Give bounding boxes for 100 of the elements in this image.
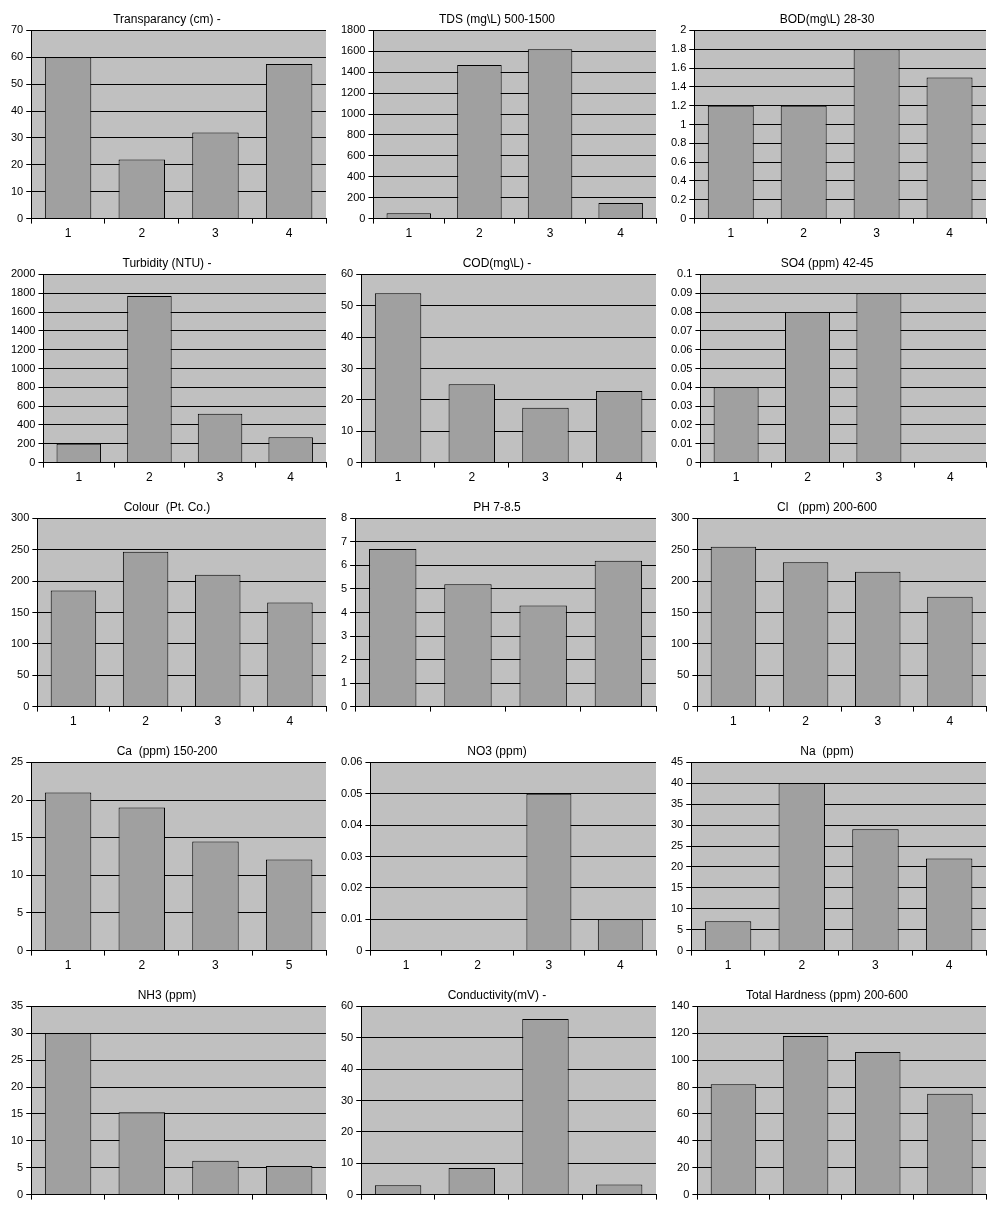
y-tick-label: 1600	[10, 305, 36, 318]
y-tick-label: 2	[680, 23, 687, 36]
y-tick-label: 20	[340, 392, 354, 405]
y-tick-label: 20	[10, 1080, 24, 1093]
y-tick-label: 0.8	[670, 136, 687, 149]
y-tick-label: 50	[340, 298, 354, 311]
y-tick-label: 300	[670, 511, 690, 524]
y-tick-label: 250	[10, 542, 30, 555]
y-tick-label: 0.06	[670, 342, 693, 355]
y-tick-label: 0	[17, 1187, 24, 1200]
y-tick-label: 200	[17, 436, 36, 449]
y-tick-label: 0	[23, 699, 30, 712]
y-tick-label: 1000	[10, 361, 36, 374]
y-tick-label: 35	[670, 797, 684, 810]
x-tick-label: 3	[875, 470, 883, 485]
y-tick-label: 400	[17, 417, 36, 430]
y-tick-label: 120	[670, 1026, 690, 1039]
x-tick-label: 1	[732, 470, 740, 485]
y-tick-label: 1.8	[670, 42, 687, 55]
y-tick-label: 0	[680, 211, 687, 224]
x-tick-label: 1	[64, 958, 72, 973]
x-tick-label: 4	[946, 714, 954, 729]
x-tick-label: 3	[874, 714, 882, 729]
y-tick-label: 1800	[340, 23, 366, 36]
y-tick-label: 1.2	[670, 98, 687, 111]
y-tick-label: 25	[10, 755, 24, 768]
y-tick-label: 0	[356, 943, 363, 956]
x-tick-label: 4	[286, 714, 294, 729]
y-tick-label: 200	[670, 574, 690, 587]
chart-title: COD(mg\L) -	[462, 255, 532, 270]
x-tick-label: 3	[214, 714, 222, 729]
y-tick-label: 2	[340, 652, 348, 665]
y-tick-label: 0.02	[670, 417, 693, 430]
y-tick-label: 40	[10, 104, 24, 117]
x-tick-label: 2	[800, 226, 808, 241]
y-tick-label: 60	[10, 50, 24, 63]
y-tick-label: 1000	[340, 107, 366, 120]
y-tick-label: 0.03	[670, 399, 693, 412]
y-tick-label: 25	[10, 1053, 24, 1066]
y-tick-label: 80	[677, 1080, 690, 1093]
y-tick-label: 15	[10, 830, 24, 843]
y-tick-label: 50	[17, 668, 30, 681]
y-tick-label: 1400	[340, 65, 366, 78]
y-tick-label: 10	[670, 901, 684, 914]
y-tick-label: 30	[10, 1026, 24, 1039]
x-tick-label: 4	[945, 958, 953, 973]
y-tick-label: 0	[683, 699, 690, 712]
y-tick-label: 5	[17, 1160, 24, 1173]
y-tick-label: 20	[340, 1124, 354, 1137]
x-tick-label: 2	[474, 958, 482, 973]
y-tick-label: 1800	[10, 286, 36, 299]
y-tick-label: 0.04	[670, 380, 693, 393]
y-tick-label: 300	[10, 511, 30, 524]
y-tick-label: 8	[340, 511, 348, 524]
y-tick-label: 0	[359, 211, 366, 224]
chart-title: NO3 (ppm)	[467, 743, 527, 758]
y-tick-label: 0.1	[677, 267, 693, 280]
y-tick-label: 0.08	[670, 305, 693, 318]
y-tick-label: 0	[683, 1187, 690, 1200]
y-tick-label: 0	[686, 455, 693, 468]
y-tick-label: 1400	[10, 323, 36, 336]
y-tick-label: 0	[347, 455, 354, 468]
y-tick-label: 40	[670, 776, 684, 789]
y-tick-label: 4	[340, 605, 348, 618]
x-tick-label: 1	[64, 226, 72, 241]
chart-title: Colour (Pt. Co.)	[123, 499, 211, 514]
y-tick-label: 0.4	[670, 173, 687, 186]
x-tick-label: 3	[216, 470, 224, 485]
y-tick-label: 25	[670, 839, 684, 852]
chart-title: Na (ppm)	[800, 743, 854, 758]
y-tick-label: 1	[680, 117, 687, 130]
x-tick-label: 2	[802, 714, 810, 729]
x-tick-label: 2	[138, 958, 146, 973]
y-tick-label: 0	[347, 1187, 354, 1200]
y-tick-label: 50	[340, 1030, 354, 1043]
y-tick-label: 0.03	[340, 849, 363, 862]
y-tick-label: 10	[340, 424, 354, 437]
y-tick-label: 800	[347, 127, 366, 140]
x-tick-label: 2	[138, 226, 146, 241]
x-tick-label: 1	[727, 226, 735, 241]
x-tick-label: 3	[546, 226, 554, 241]
y-tick-label: 5	[677, 922, 684, 935]
y-tick-label: 50	[10, 77, 24, 90]
x-tick-label: 4	[617, 226, 625, 241]
y-tick-label: 10	[340, 1156, 354, 1169]
y-tick-label: 10	[10, 1133, 24, 1146]
y-tick-label: 1600	[340, 44, 366, 57]
chart-title: NH3 (ppm)	[137, 987, 197, 1002]
x-tick-label: 3	[212, 958, 220, 973]
x-tick-label: 1	[70, 714, 78, 729]
y-tick-label: 60	[677, 1106, 690, 1119]
y-tick-label: 60	[340, 267, 354, 280]
x-tick-label: 4	[946, 226, 954, 241]
y-tick-label: 0.05	[340, 786, 363, 799]
chart-title: PH 7-8.5	[473, 499, 521, 514]
x-tick-label: 2	[142, 714, 150, 729]
y-tick-label: 0.01	[340, 912, 363, 925]
x-tick-label: 2	[476, 226, 484, 241]
y-tick-label: 0	[17, 211, 24, 224]
y-tick-label: 6	[340, 558, 348, 571]
